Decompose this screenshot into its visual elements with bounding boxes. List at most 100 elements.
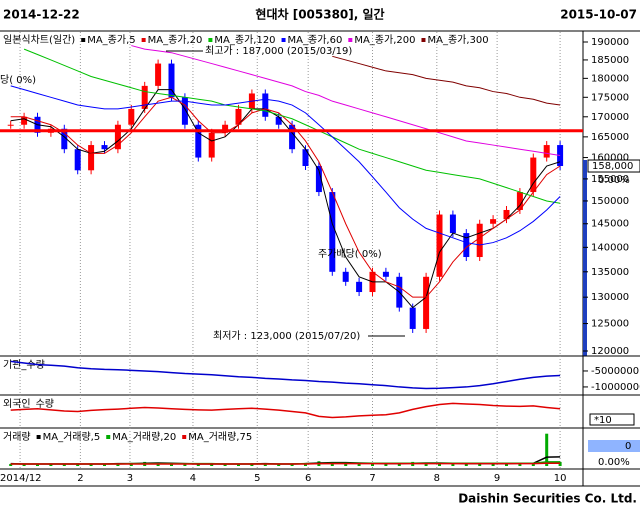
dividend-annotation: 당( 0%) [0,74,36,86]
legend-label: MA_종가,300 [427,34,488,46]
volume-bar [9,463,13,466]
legend-label: MA_거래량,75 [188,431,252,443]
y-tick-label: 150000 [591,196,629,207]
volume-bar [36,463,39,466]
last-volume-box [588,440,640,452]
panel-title: 거래량 [3,431,31,443]
footer: Daishin Securities Co. Ltd. [458,492,637,506]
y-tick-label: 130000 [591,292,629,303]
legend-swatch [208,38,213,42]
legend-swatch [281,38,286,42]
legend-swatch [348,38,353,42]
scale-box [589,413,635,426]
ma-line [10,402,561,419]
y-tick-label: 155000 [591,174,629,185]
legend-label: MA_종가,20 [148,34,203,46]
legend-swatch [141,38,146,42]
panel-title: 일본식차트(일간) [3,34,75,46]
volume-bar [89,464,93,466]
volume-bar [505,463,508,466]
volume-bar [518,462,522,466]
y-tick-label: -5000000 [591,366,639,377]
y-tick-label: 190000 [591,37,629,48]
high-annotation: 최고가 : 187,000 (2015/03/19) [205,45,352,57]
volume-bar [464,463,468,466]
legend-swatch [106,435,111,439]
ma-line [10,96,561,298]
y-tick-label: 125000 [591,319,629,330]
volume-bar [438,463,441,466]
volume-bar [210,463,214,466]
x-tick-label: 2 [77,473,83,484]
volume-bar [290,463,294,466]
change-rate: 0.00% [598,175,630,186]
volume-bar [344,463,348,466]
scroll-indicator [583,160,587,356]
volume-bar [545,433,549,466]
volume-bar [116,463,120,466]
y-tick-label: 160000 [591,153,629,164]
volume-bar [397,462,401,466]
last-price-box [587,159,640,173]
legend-swatch [81,38,86,42]
x-tick-label: 4 [190,473,196,484]
volume-bar [237,463,240,466]
x-tick-label: 10 [554,473,567,484]
ma-line [10,85,561,246]
panel-title: 외국인_수량 [3,398,54,410]
volume-bar [103,463,106,466]
x-tick-label: 3 [127,473,133,484]
legend-label: MA_거래량,5 [43,431,101,443]
scale-label: *10 [594,415,612,426]
legend-label: MA_종가,120 [214,34,275,46]
y-tick-label: 120000 [591,346,629,357]
y-tick-label: -10000000 [591,382,640,393]
volume-bar [357,463,361,466]
volume-bar [478,463,482,466]
ma-line [10,360,561,390]
legend-label: MA_종가,200 [354,34,415,46]
ma-line [10,462,561,465]
volume-bar [22,464,26,466]
legend-swatch [182,435,187,439]
ma-line [131,45,561,156]
low-annotation: 최저가 : 123,000 (2015/07/20) [213,330,360,342]
volume-bar [183,464,187,466]
legend-swatch [36,435,41,439]
legend-label: MA_종가,5 [87,34,135,46]
y-tick-label: 145000 [591,219,629,230]
volume-bar [451,463,455,466]
chart-title: 현대차 [005380], 일간 [255,7,384,22]
y-tick-label: 180000 [591,73,629,84]
volume-bar [223,464,227,466]
y-tick-label: 170000 [591,112,629,123]
x-tick-label: 7 [369,473,375,484]
y-tick-label: 175000 [591,92,629,103]
x-tick-label: 8 [434,473,440,484]
last-price: 158,000 [592,161,633,172]
y-tick-label: 185000 [591,55,629,66]
legend-label: MA_거래량,20 [112,431,176,443]
y-tick-label: 140000 [591,242,629,253]
x-tick-label: 2014/12 [0,473,42,484]
volume-bar [277,464,281,466]
dividend-annotation: 주가배당( 0%) [318,248,382,260]
volume-bar [196,463,200,466]
x-tick-label: 5 [254,473,260,484]
volume-bar [384,463,388,466]
volume-bar [263,463,267,466]
volume-bar [62,463,66,466]
volume-bar [371,463,374,466]
volume-bar [49,464,53,466]
x-tick-label: 9 [494,473,500,484]
legend-swatch [421,38,426,42]
last-volume: 0 [625,441,631,452]
legend-label: MA_종가,60 [288,34,343,46]
volume-change: 0.00% [598,457,630,468]
y-tick-label: 135000 [591,267,629,278]
end-date: 2015-10-07 [560,8,637,22]
x-tick-label: 6 [305,473,311,484]
volume-bar [491,463,495,466]
